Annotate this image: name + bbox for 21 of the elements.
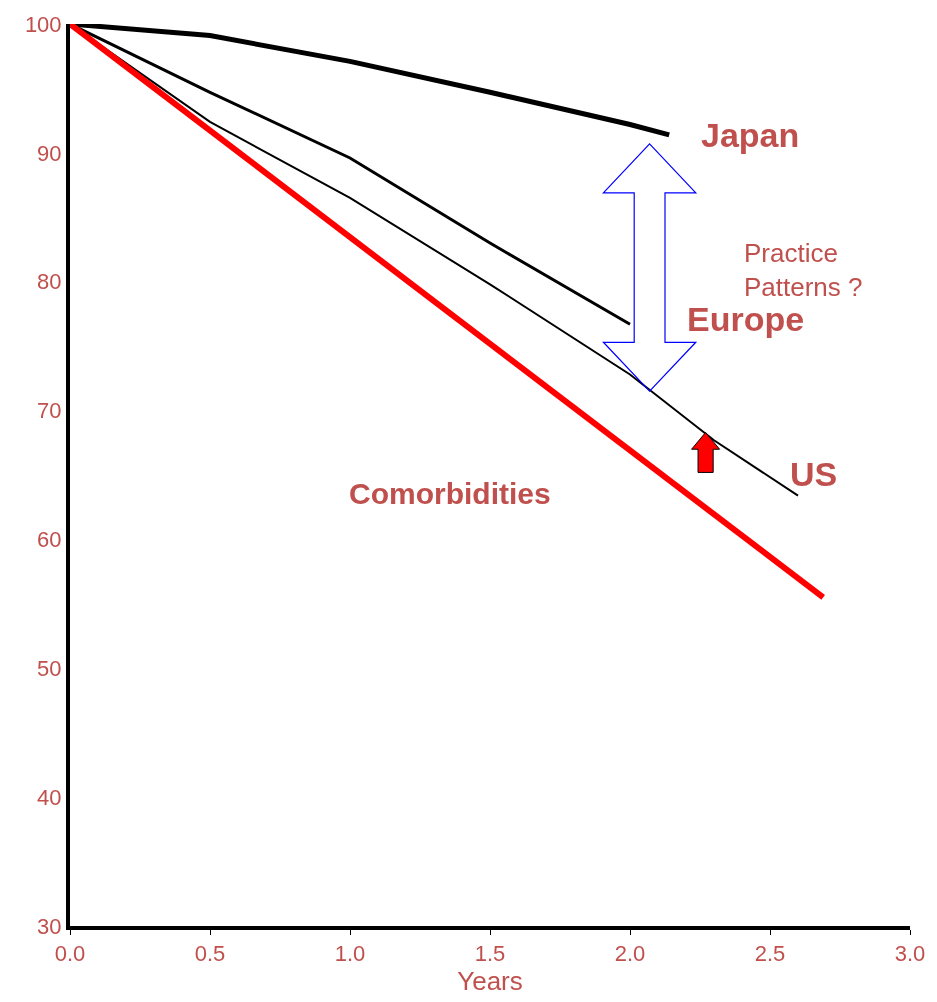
y-tick-label: 30 [37, 913, 62, 939]
x-axis-title: Years [457, 966, 523, 997]
series-label: Europe [687, 300, 805, 338]
x-tick-label: 2.0 [614, 941, 646, 967]
y-tick-label: 60 [37, 527, 62, 553]
x-tick-label: 1.0 [334, 941, 366, 967]
x-tick-label: 0.0 [54, 941, 86, 967]
y-tick-label: 50 [37, 655, 62, 681]
y-tick-label: 80 [37, 269, 62, 295]
y-tick-label: 100 [24, 11, 62, 37]
y-tick-label: 70 [37, 398, 62, 424]
annotation: Comorbidities [349, 477, 551, 510]
x-tick-label: 0.5 [194, 941, 226, 967]
series-label: Japan [701, 116, 800, 154]
x-tick-label: 3.0 [894, 941, 926, 967]
legend-label: US [790, 455, 838, 493]
y-tick-label: 40 [37, 784, 62, 810]
x-tick-label: 1.5 [474, 941, 506, 967]
annotation: Practice Patterns ? [744, 238, 863, 302]
y-tick-label: 90 [37, 140, 62, 166]
x-tick-label: 2.5 [754, 941, 786, 967]
